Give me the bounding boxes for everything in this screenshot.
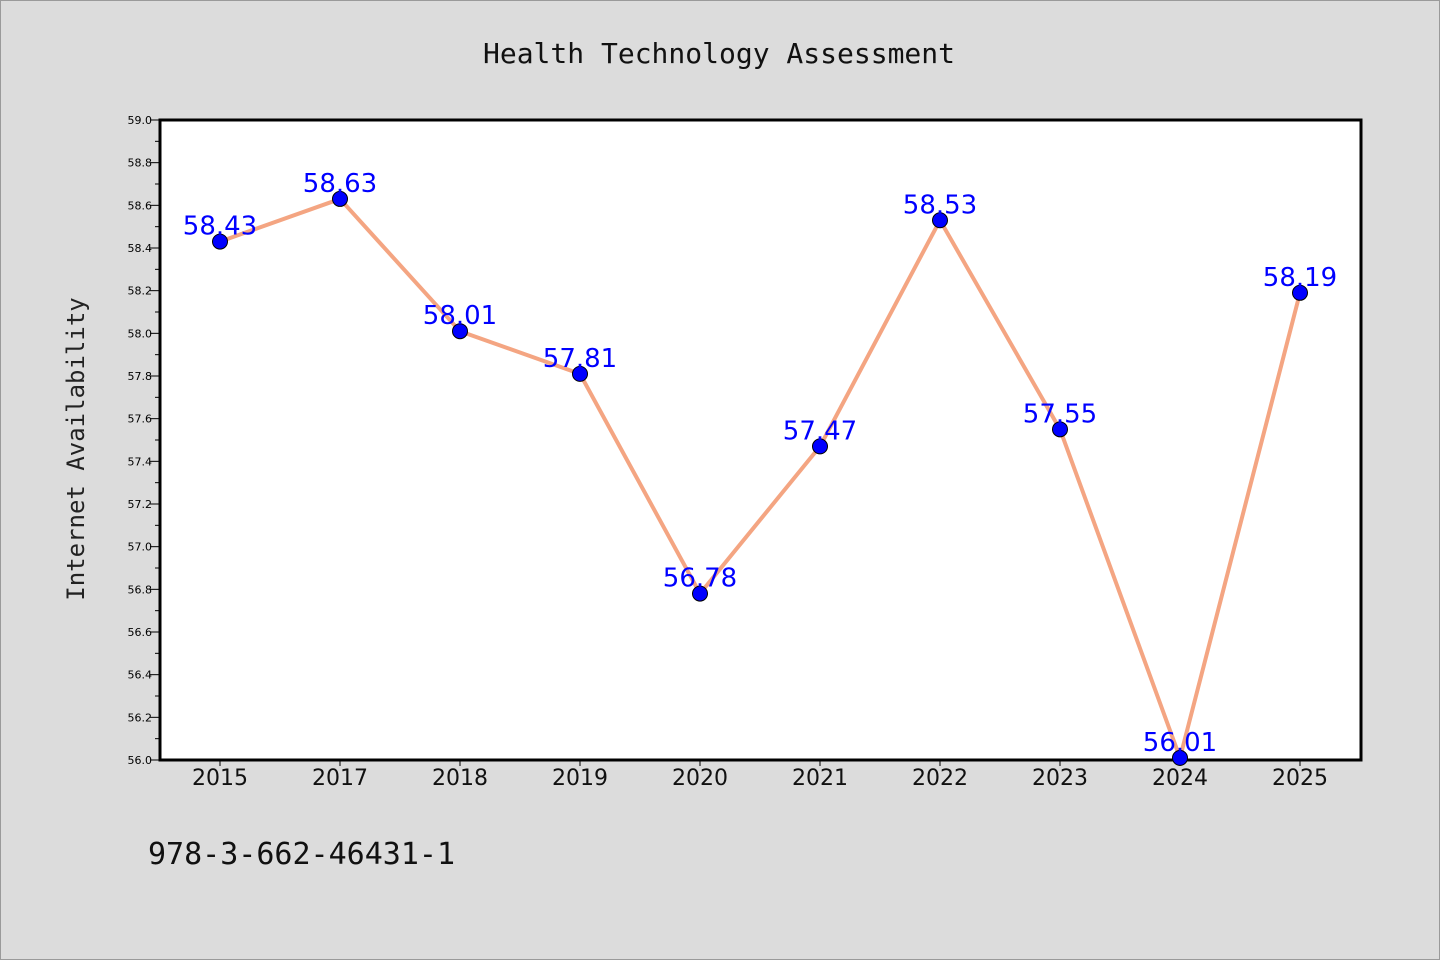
x-tick-label: 2015 [192,766,248,791]
data-point [932,212,948,229]
data-point [452,323,468,340]
y-tick-label: 57.6 [128,413,153,426]
data-point [1052,421,1068,438]
data-label: 58.43 [183,212,257,242]
data-label: 58.53 [903,190,977,220]
data-label: 56.01 [1143,728,1217,758]
y-tick-label: 56.4 [128,669,153,682]
y-tick-label: 56.0 [128,754,153,767]
y-axis-label: Internet Availability [62,297,90,600]
y-axis: 56.0 56.2 56.4 56.6 56.8 57.0 57.2 57.4 57.6 57.8… [128,114,160,767]
x-axis: 2015 2017 2018 2019 2020 2021 2022 2023 2024 2025 [192,760,1328,791]
data-label: 57.81 [543,344,617,374]
data-point [332,190,348,207]
y-tick-label: 58.8 [128,157,153,170]
data-labels: 58.43 58.63 58.01 57.81 56.78 57.47 58.53 57.55… [183,169,1337,758]
data-label: 58.63 [303,169,377,199]
y-tick-label: 57.8 [128,370,153,383]
x-tick-label: 2022 [912,766,968,791]
y-tick-label: 56.2 [128,711,153,724]
y-tick-label: 58.0 [128,327,153,340]
y-tick-label: 57.0 [128,541,153,554]
y-tick-label: 59.0 [128,114,153,127]
chart-title: Health Technology Assessment [483,37,955,70]
series-line [219,196,1302,760]
y-tick-label: 57.2 [128,498,153,511]
data-point [212,233,228,250]
isbn-footnote: 978-3-662-46431-1 [148,837,455,872]
data-point [572,365,588,382]
x-tick-label: 2017 [312,766,368,791]
data-label: 58.01 [423,301,497,331]
data-point [1172,749,1188,766]
data-label: 57.55 [1023,399,1097,429]
data-point [812,438,828,455]
y-tick-label: 56.6 [128,626,153,639]
series-group [212,190,1308,766]
x-tick-label: 2018 [432,766,488,791]
y-tick-label: 58.4 [128,242,153,255]
x-tick-label: 2019 [552,766,608,791]
x-tick-label: 2025 [1272,766,1328,791]
x-tick-label: 2023 [1032,766,1088,791]
y-tick-label: 56.8 [128,583,153,596]
data-label: 56.78 [663,564,737,594]
data-point [1292,284,1308,301]
data-label: 58.19 [1263,263,1337,293]
data-point [692,585,708,602]
y-tick-label: 57.4 [128,455,153,468]
y-tick-label: 58.6 [128,199,153,212]
plot-area [158,118,1363,762]
x-tick-label: 2020 [672,766,728,791]
x-tick-label: 2021 [792,766,848,791]
x-tick-label: 2024 [1152,766,1208,791]
data-label: 57.47 [783,416,857,446]
y-tick-label: 58.2 [128,285,153,298]
